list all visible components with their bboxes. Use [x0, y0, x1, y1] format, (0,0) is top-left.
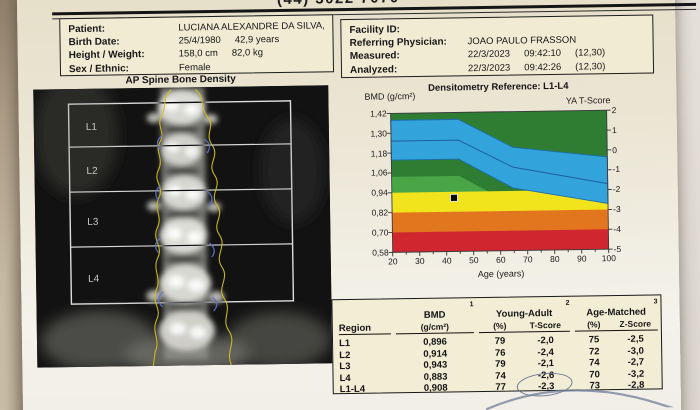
densitometry-chart — [386, 109, 613, 257]
height-value: 158,0 cm — [178, 48, 218, 60]
ya-pct-header: (%) — [493, 320, 507, 331]
patient-measurement-marker — [449, 193, 459, 202]
bmd-tick: 1,18 — [370, 148, 388, 159]
weight-value: 82,0 kg — [231, 47, 264, 60]
patient-name: LUCIANA ALEXANDRE DA SILVA, — [178, 20, 325, 34]
row-am-z: -2,5 — [627, 333, 644, 345]
young-adult-subheaders: (%) T-Score — [478, 318, 570, 334]
age-tick: 100 — [601, 253, 616, 264]
bmd-tick: 1,42 — [370, 108, 387, 119]
facility-info-box: Facility ID: Referring Physician: JOAO P… — [340, 14, 655, 79]
chart-right-axis-label: YA T-Score — [565, 95, 611, 106]
bone-contour — [152, 88, 233, 367]
region-label-l4: L4 — [88, 274, 100, 285]
row-region: L3 — [339, 361, 351, 373]
birthdate-value: 25/4/1980 — [178, 35, 221, 47]
analyzed-time: 09:42:26 — [524, 61, 562, 74]
age-tick: 60 — [496, 254, 506, 265]
chart-left-axis-label: BMD (g/cm²) — [364, 91, 416, 102]
roi-grid — [67, 100, 295, 305]
sex-ethnic-label: Sex / Ethnic: — [68, 62, 130, 75]
row-ya-pct: 76 — [494, 347, 506, 359]
ya-tscore-header: T-Score — [529, 319, 561, 331]
row-ya-pct: 79 — [494, 335, 506, 347]
age-tick: 50 — [469, 255, 479, 266]
measured-extra: (12,30) — [574, 47, 606, 60]
tscore-tick: -1 — [612, 163, 621, 175]
bmd-tick: 0,82 — [371, 207, 389, 218]
row-am-pct: 72 — [588, 345, 600, 358]
row-ya-pct: 79 — [495, 358, 506, 371]
vertebral-column — [146, 87, 225, 360]
row-region: L1-L4 — [339, 384, 366, 396]
am-zscore-header: Z-Score — [619, 318, 652, 330]
am-pct-header: (%) — [587, 319, 601, 330]
age-value: 42,9 years — [234, 34, 280, 46]
bmd-unit-header: (g/cm²) — [395, 320, 474, 335]
tscore-tick: -3 — [613, 203, 621, 215]
analyzed-label: Analyzed: — [349, 63, 398, 76]
row-am-pct: 74 — [588, 357, 600, 369]
region-label-l3: L3 — [87, 217, 99, 228]
tscore-tick: -2 — [612, 183, 621, 195]
region-label-l1: L1 — [86, 122, 98, 133]
spine-dexa-image: L1 L2 L3 L4 — [33, 72, 333, 376]
tscore-tick: -4 — [613, 223, 622, 235]
bmd-tick: 1,30 — [370, 128, 388, 139]
age-tick: 70 — [523, 254, 533, 265]
age-tick: 80 — [550, 253, 560, 265]
age-tick: 40 — [442, 255, 452, 266]
analyzed-extra: (12,30) — [575, 60, 606, 73]
row-am-z: -3,0 — [627, 345, 644, 357]
row-ya-t: -2,0 — [537, 334, 554, 347]
tscore-tick: 0 — [612, 145, 618, 156]
bmd-tick: 0,70 — [371, 227, 389, 238]
row-region: L4 — [339, 372, 351, 384]
spine-scan-svg: L1 L2 L3 L4 — [33, 72, 333, 376]
bmd-tick: 1,06 — [370, 167, 388, 178]
age-tick: 90 — [577, 253, 587, 264]
bmd-tick: 0,94 — [371, 187, 388, 198]
measured-time: 09:42:10 — [523, 48, 562, 60]
reference-mean-line — [391, 139, 608, 185]
age-tick: 20 — [388, 256, 398, 267]
age-matched-subheaders: (%) Z-Score — [574, 317, 658, 332]
row-region: L2 — [339, 349, 351, 361]
patient-info-box: Patient: LUCIANA ALEXANDRE DA SILVA, Bir… — [59, 14, 335, 77]
row-am-z: -2,7 — [627, 356, 645, 369]
intervertebral-marks — [154, 135, 218, 312]
analyzed-date: 22/3/2023 — [467, 62, 511, 74]
row-ya-t: -2,4 — [537, 346, 554, 358]
row-ya-t: -2,1 — [537, 358, 555, 370]
sex-value: Female — [178, 61, 211, 74]
row-bmd: 0,908 — [423, 382, 448, 395]
ink-stroke-annotation — [485, 389, 700, 410]
age-tick: 30 — [415, 255, 425, 267]
region-label-l2: L2 — [86, 166, 98, 177]
tscore-tick: 2 — [611, 105, 617, 116]
measured-date: 22/3/2023 — [467, 49, 511, 61]
row-am-pct: 75 — [588, 334, 600, 346]
tscore-tick: 1 — [611, 125, 617, 136]
row-region: L1 — [338, 338, 351, 350]
region-header: Region — [338, 321, 391, 336]
